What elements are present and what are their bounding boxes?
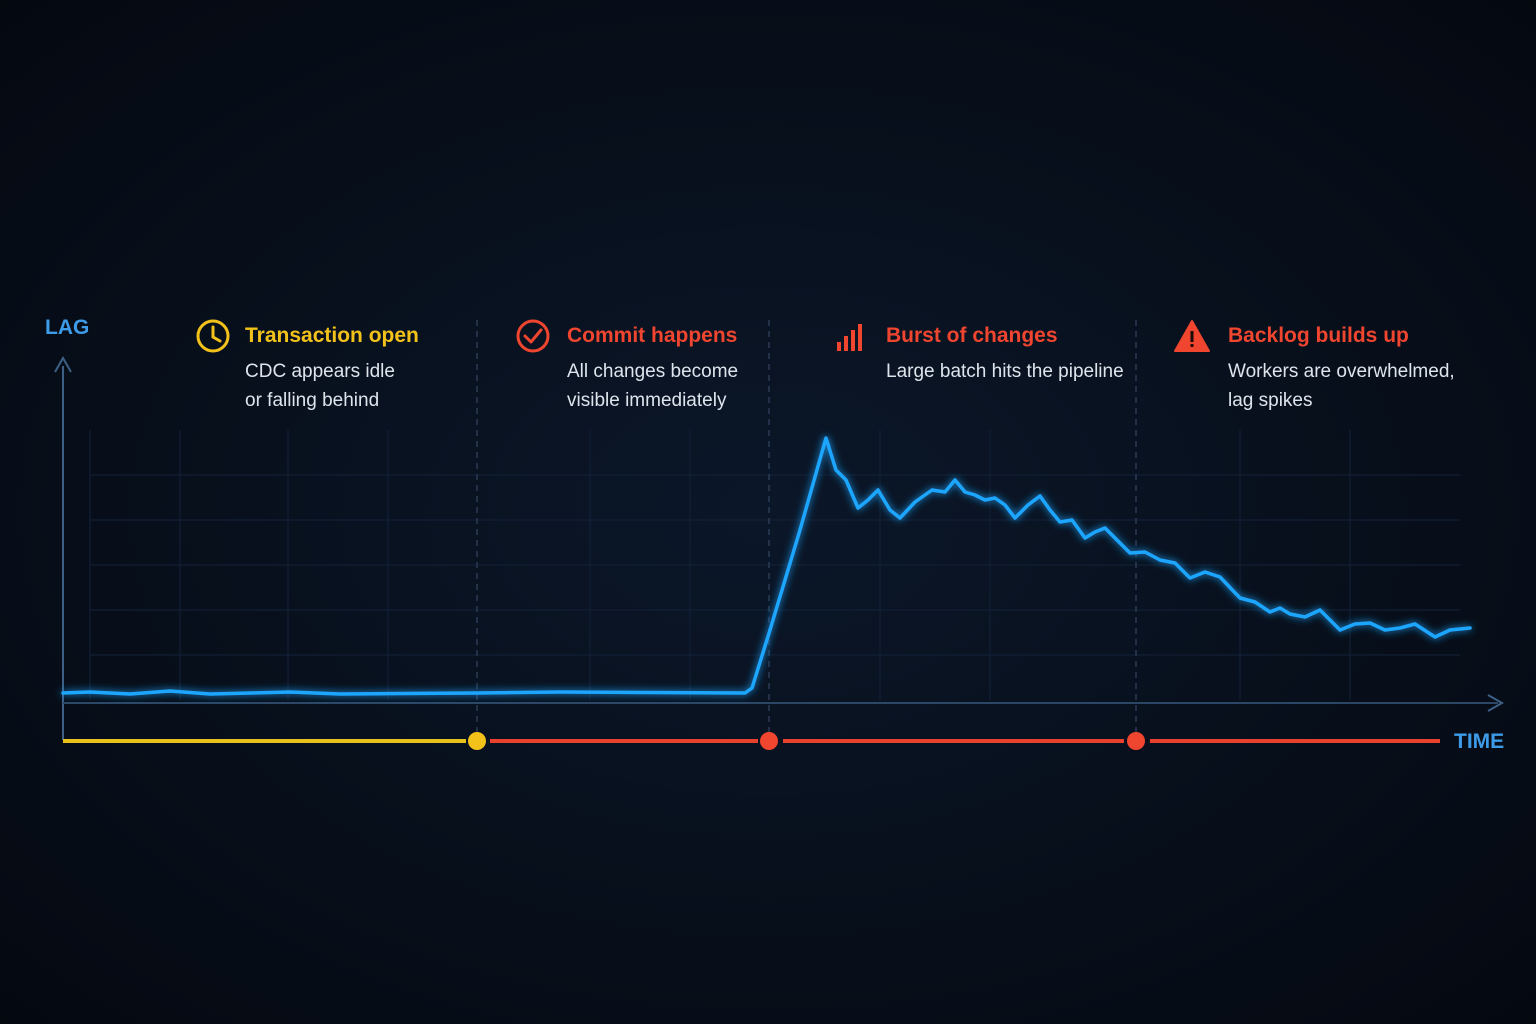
bars-icon xyxy=(837,324,862,351)
phase-description: visible immediately xyxy=(567,390,727,411)
phase-title: Backlog builds up xyxy=(1228,324,1409,347)
y-axis-arrow xyxy=(54,355,72,373)
phase-title: Transaction open xyxy=(245,324,419,347)
phase-description: Large batch hits the pipeline xyxy=(886,361,1124,382)
phase-description: lag spikes xyxy=(1228,390,1313,411)
lag-curve xyxy=(61,436,1472,696)
x-axis-arrow xyxy=(1487,694,1505,712)
phase-separators xyxy=(476,320,1137,735)
phase-description: or falling behind xyxy=(245,390,379,411)
phase-title: Burst of changes xyxy=(886,324,1058,347)
phase-description: Workers are overwhelmed, xyxy=(1228,361,1455,382)
phase-description: All changes become xyxy=(567,361,738,382)
check-icon xyxy=(516,319,550,353)
phase-title: Commit happens xyxy=(567,324,737,347)
y-axis-label: LAG xyxy=(45,316,89,339)
warning-icon xyxy=(1174,320,1210,352)
clock-icon xyxy=(196,319,230,353)
x-axis-label: TIME xyxy=(1454,730,1504,753)
phase-description: CDC appears idle xyxy=(245,361,395,382)
timeline-dot xyxy=(760,732,778,750)
timeline-dot xyxy=(468,732,486,750)
timeline-dot xyxy=(1127,732,1145,750)
